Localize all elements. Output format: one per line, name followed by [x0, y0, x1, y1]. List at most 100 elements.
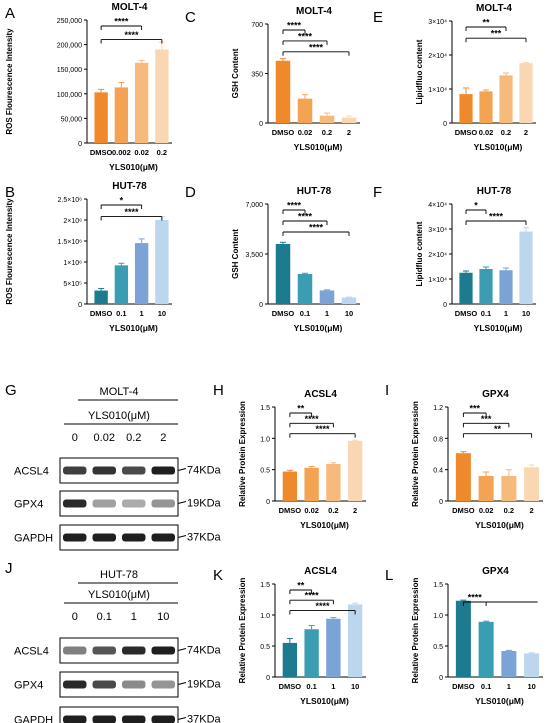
x-tick-label: DMSO: [455, 309, 478, 318]
y-tick-label: 150,000: [57, 67, 82, 74]
bar-DMSO: [282, 642, 298, 677]
y-tick-label: 1.5: [433, 582, 443, 589]
panel-letter-E: E: [373, 9, 383, 26]
blot-band: [63, 499, 87, 508]
x-axis-label: YLS010(μM): [475, 520, 524, 530]
blot-lane-label: 0.1: [97, 611, 112, 623]
blot-kda-label: 37KDa: [187, 532, 222, 544]
bar-1: [501, 650, 517, 677]
x-tick-label: 0.02: [479, 506, 494, 515]
blot-band: [92, 680, 116, 689]
bar-2: [341, 117, 357, 123]
blot-treatment-label: YLS010(μM): [88, 589, 150, 601]
x-tick-label: DMSO: [279, 682, 302, 691]
panel-letter-H: H: [213, 382, 224, 399]
blot-band: [63, 715, 87, 723]
y-tick-label: 3×10⁴: [428, 227, 447, 234]
blot-band: [151, 499, 175, 508]
blot-lane-label: 1: [131, 611, 137, 623]
x-tick-label: 10: [522, 309, 530, 318]
chart-title: MOLT-4: [112, 2, 148, 13]
chart-title: ACSL4: [304, 389, 337, 400]
blot-lane-label: 2: [160, 432, 166, 444]
bar-1: [319, 290, 335, 304]
blot-protein-label: GAPDH: [14, 715, 53, 723]
blot-band: [151, 533, 175, 542]
bar-0.2: [319, 115, 335, 123]
bar-0.1: [478, 621, 494, 677]
x-axis-label: YLS010(μM): [300, 696, 349, 706]
kda-marker-line: [177, 501, 187, 504]
x-tick-label: DMSO: [452, 682, 475, 691]
y-tick-label: 50,000: [61, 116, 83, 123]
panel-letter-A: A: [5, 5, 15, 22]
panel-letter-C: C: [185, 9, 196, 26]
x-tick-label: 0.02: [304, 506, 319, 515]
blot-row-gpx4: GPX4 19KDa: [14, 490, 222, 517]
blot-row-gapdh: GAPDH 37KDa: [14, 706, 222, 723]
bar-1: [499, 270, 513, 304]
blot-band: [122, 466, 146, 475]
chart-panel-c: MOLT-4 0 350 700 GSH Content DMSO 0.02 0.2 2 YLS0…: [231, 6, 360, 152]
blot-lane-label: 10: [157, 611, 169, 623]
x-axis-label: YLS010(μM): [294, 323, 343, 333]
blot-row-gpx4: GPX4 19KDa: [14, 671, 222, 698]
x-tick-label: 0.2: [501, 128, 511, 137]
significance-brackets: *****: [100, 196, 163, 221]
y-tick-label: 0.8: [433, 436, 443, 443]
significance-label: ***: [491, 29, 502, 39]
bar-0.1: [114, 265, 129, 304]
blot-band: [63, 466, 87, 475]
chart-title: GPX4: [482, 389, 509, 400]
y-tick-label: 0: [266, 499, 270, 506]
x-axis-label: YLS010(μM): [109, 162, 158, 172]
x-tick-label: 10: [345, 309, 353, 318]
kda-marker-line: [177, 535, 187, 538]
x-tick-label: 0.02: [479, 128, 494, 137]
chart-title: GPX4: [482, 566, 509, 577]
y-tick-label: 2×10⁴: [428, 252, 447, 259]
y-axis-label: Relative Protein Expression: [411, 401, 420, 507]
x-tick-label: 0.2: [504, 506, 514, 515]
panel-letter-K: K: [213, 567, 223, 584]
significance-label: ****: [114, 17, 129, 27]
panel-letter-I: I: [385, 382, 389, 399]
y-tick-label: 1×10⁴: [428, 87, 447, 94]
y-tick-label: 3×10⁴: [428, 19, 447, 26]
blot-band: [122, 499, 146, 508]
blot-kda-label: 74KDa: [187, 465, 222, 477]
blot-cell-line: HUT-78: [100, 569, 138, 581]
blot-band: [63, 680, 87, 689]
y-tick-label: 1.0: [433, 613, 443, 620]
significance-label: **: [297, 581, 305, 591]
y-tick-label: 0: [439, 675, 443, 682]
bar-0.02: [297, 98, 313, 123]
x-tick-label: DMSO: [90, 309, 113, 318]
significance-label: ****: [287, 201, 302, 211]
blot-kda-label: 19KDa: [187, 679, 222, 691]
significance-brackets: **********: [289, 404, 356, 438]
y-tick-label: 0: [78, 141, 82, 148]
blot-lane-label: 0: [72, 611, 78, 623]
significance-brackets: **********: [289, 581, 356, 615]
y-axis-label: Lipidfluo content: [415, 39, 424, 104]
y-tick-label: 100,000: [57, 92, 82, 99]
chart-panel-d: HUT-78 0 3,500 7,000 GSH Content DMSO 0.1 1 10YL…: [231, 186, 360, 333]
bar-0.2: [499, 75, 513, 123]
blot-row-acsl4: ACSL4 74KDa: [14, 457, 222, 484]
y-tick-label: 0: [443, 302, 447, 309]
x-tick-label: 1: [325, 309, 329, 318]
significance-label: ****: [305, 414, 320, 424]
y-tick-label: 0.4: [433, 468, 443, 475]
y-axis-label: Relative Protein Expression: [238, 577, 247, 683]
y-tick-label: 2×10⁶: [63, 218, 82, 225]
bar-0.1: [297, 274, 313, 304]
y-tick-label: 2.5×10⁶: [58, 197, 83, 204]
y-tick-label: 0: [266, 675, 270, 682]
y-tick-label: 5×10⁵: [63, 281, 82, 288]
charts-layer: MOLT-4 0 50,000 100,000 150,000 200,000 250,00…: [5, 2, 543, 706]
bar-DMSO: [455, 453, 471, 501]
significance-brackets: *****: [465, 201, 527, 225]
x-tick-label: 0.02: [298, 128, 313, 137]
bar-DMSO: [94, 290, 108, 304]
